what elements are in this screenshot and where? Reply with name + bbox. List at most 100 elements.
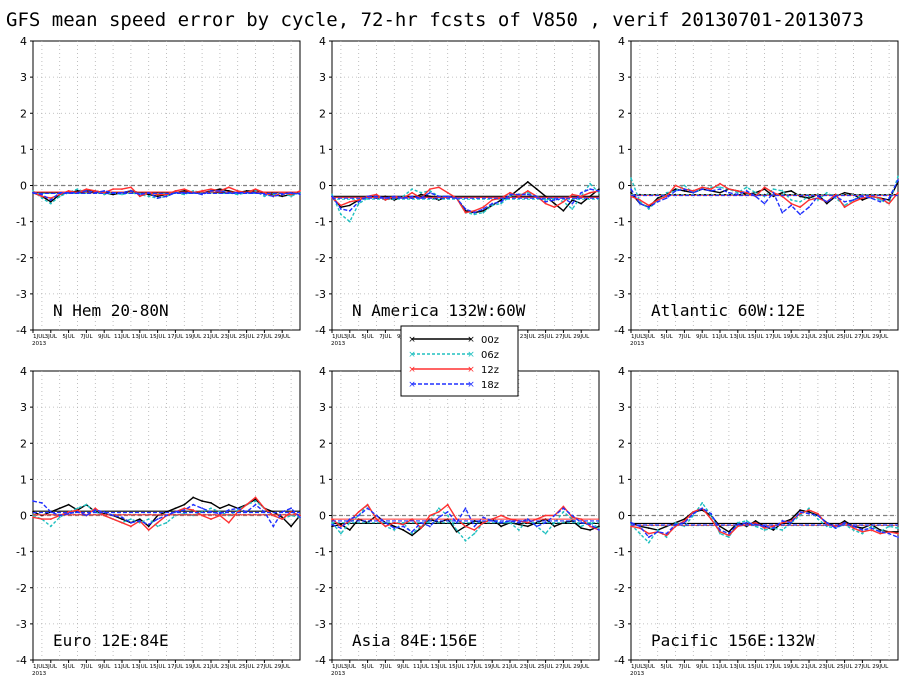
legend-box bbox=[400, 325, 519, 397]
data-point bbox=[772, 527, 775, 530]
data-point bbox=[32, 190, 34, 192]
data-point bbox=[710, 186, 712, 189]
region-label: Atlantic 60W:12E bbox=[651, 301, 805, 320]
data-point bbox=[897, 530, 899, 533]
data-point bbox=[562, 507, 565, 510]
data-point bbox=[411, 195, 413, 198]
data-point bbox=[76, 510, 79, 513]
data-point bbox=[665, 197, 668, 200]
x-tick-label: 29JUL bbox=[573, 664, 590, 670]
data-point bbox=[58, 195, 61, 198]
x-tick-label: 25JUL bbox=[837, 664, 854, 670]
y-tick-label: 2 bbox=[319, 107, 326, 120]
data-point bbox=[156, 195, 159, 198]
data-point bbox=[473, 525, 476, 528]
data-point bbox=[384, 521, 387, 524]
x-tick-label: 9JUL bbox=[98, 334, 111, 340]
data-point bbox=[799, 510, 801, 513]
y-tick-label: 3 bbox=[20, 71, 27, 84]
panel-4: -4 -3 -2 -1 0 1 2 3 4 1JUL 3JUL 5JUL 7JUL 9JUL 11JUL 13… bbox=[16, 365, 301, 677]
data-point bbox=[535, 525, 538, 528]
data-point bbox=[518, 529, 520, 531]
data-point bbox=[165, 193, 168, 196]
data-point bbox=[701, 188, 704, 191]
data-point bbox=[571, 208, 574, 210]
data-point bbox=[210, 507, 212, 510]
y-tick-label: -2 bbox=[16, 582, 27, 595]
data-point bbox=[825, 191, 828, 194]
x-tick-label: 11JUL bbox=[413, 664, 430, 670]
data-point bbox=[121, 191, 123, 194]
data-point bbox=[772, 188, 775, 191]
data-point bbox=[49, 510, 52, 513]
data-point bbox=[571, 193, 574, 196]
x-tick-label: 15JUL bbox=[449, 664, 466, 670]
legend-label-18z: 18z bbox=[481, 380, 499, 391]
data-point bbox=[861, 195, 864, 198]
x-tick-label: 27JUL bbox=[854, 664, 871, 670]
data-point bbox=[745, 186, 748, 189]
x-tick-label: 23JUL bbox=[520, 334, 537, 340]
data-point bbox=[340, 208, 342, 210]
data-point bbox=[94, 509, 97, 511]
data-point bbox=[429, 514, 431, 517]
data-point bbox=[589, 188, 591, 191]
data-point bbox=[745, 190, 748, 192]
data-point bbox=[254, 191, 257, 194]
data-point bbox=[32, 516, 34, 519]
data-point bbox=[429, 188, 431, 191]
data-point bbox=[348, 518, 351, 521]
data-point bbox=[138, 518, 141, 521]
data-point bbox=[772, 191, 775, 194]
data-point bbox=[509, 518, 511, 521]
data-point bbox=[736, 193, 739, 196]
data-point bbox=[861, 530, 864, 533]
data-point bbox=[509, 520, 511, 522]
data-point bbox=[482, 521, 485, 524]
x-tick-label: 7JUL bbox=[678, 334, 691, 340]
data-point bbox=[446, 510, 449, 513]
data-point bbox=[429, 191, 431, 194]
data-point bbox=[103, 510, 106, 513]
data-point bbox=[656, 529, 659, 531]
series-06z bbox=[331, 182, 600, 223]
data-point bbox=[76, 507, 79, 510]
data-point bbox=[85, 188, 88, 191]
x-tick-label: 9JUL bbox=[98, 664, 111, 670]
data-point bbox=[491, 520, 494, 522]
x-tick-label: 5JUL bbox=[62, 334, 75, 340]
data-point bbox=[834, 193, 837, 196]
data-point bbox=[719, 186, 721, 189]
data-point bbox=[281, 510, 284, 513]
data-point bbox=[183, 503, 186, 506]
data-point bbox=[411, 191, 413, 194]
series-00z bbox=[32, 188, 301, 203]
data-point bbox=[562, 209, 565, 212]
data-point bbox=[728, 534, 730, 537]
data-point bbox=[290, 193, 292, 196]
data-point bbox=[598, 529, 600, 531]
x-tick-label: 19JUL bbox=[783, 664, 800, 670]
x-tick-label: 17JUL bbox=[167, 334, 184, 340]
y-tick-label: 1 bbox=[618, 473, 625, 486]
y-tick-label: 1 bbox=[20, 473, 27, 486]
data-point bbox=[411, 518, 413, 521]
data-point bbox=[340, 213, 342, 216]
data-point bbox=[411, 188, 413, 191]
y-tick-label: 3 bbox=[319, 401, 326, 414]
data-point bbox=[49, 197, 52, 200]
y-tick-label: -2 bbox=[315, 252, 326, 265]
data-point bbox=[710, 512, 712, 515]
data-point bbox=[464, 211, 467, 214]
data-point bbox=[808, 509, 810, 511]
x-tick-label: 7JUL bbox=[379, 664, 392, 670]
data-point bbox=[825, 200, 828, 203]
data-point bbox=[639, 202, 641, 205]
series-12z bbox=[32, 496, 301, 531]
data-point bbox=[299, 516, 301, 519]
data-point bbox=[455, 529, 458, 531]
data-point bbox=[402, 529, 405, 531]
data-point bbox=[781, 521, 784, 524]
data-point bbox=[393, 525, 396, 528]
data-point bbox=[719, 182, 721, 185]
